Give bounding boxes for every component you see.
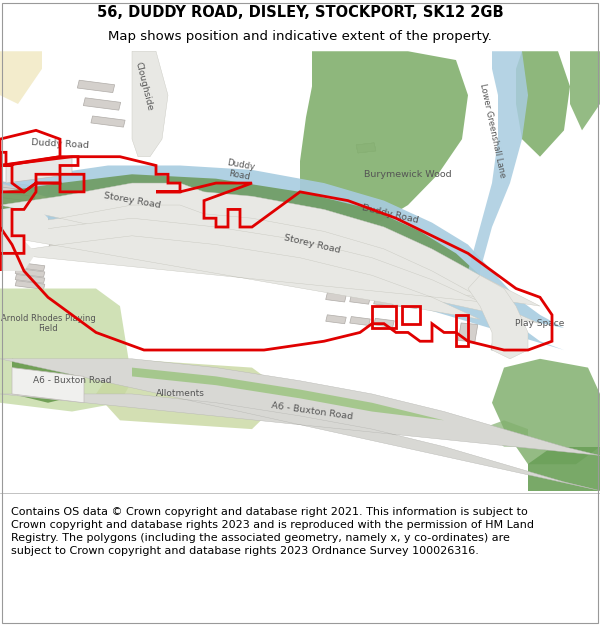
Bar: [224, 262, 248, 272]
Text: Play Space: Play Space: [515, 319, 565, 328]
Polygon shape: [528, 447, 600, 491]
Text: Contains OS data © Crown copyright and database right 2021. This information is : Contains OS data © Crown copyright and d…: [11, 507, 534, 556]
Bar: [48, 214, 72, 223]
Text: 56, DUDDY ROAD, DISLEY, STOCKPORT, SK12 2GB: 56, DUDDY ROAD, DISLEY, STOCKPORT, SK12 …: [97, 5, 503, 20]
Bar: [73, 190, 97, 200]
Bar: [2, 230, 34, 240]
Bar: [15, 274, 45, 283]
Polygon shape: [300, 51, 468, 236]
Bar: [149, 255, 173, 264]
Polygon shape: [12, 368, 84, 402]
Polygon shape: [570, 51, 600, 131]
Polygon shape: [0, 236, 36, 271]
Bar: [83, 98, 121, 110]
Text: Allotments: Allotments: [155, 389, 205, 399]
Bar: [2, 219, 34, 229]
Bar: [120, 221, 144, 231]
Bar: [174, 202, 198, 212]
Bar: [350, 295, 370, 304]
Bar: [356, 143, 376, 153]
Bar: [1, 182, 35, 193]
Bar: [144, 224, 168, 234]
Bar: [356, 143, 376, 153]
Bar: [73, 247, 97, 256]
Text: Storey Road: Storey Road: [283, 234, 341, 256]
Bar: [216, 232, 240, 241]
Bar: [72, 216, 96, 226]
Polygon shape: [0, 174, 480, 289]
Bar: [173, 189, 187, 204]
Bar: [15, 262, 45, 271]
Text: A6 - Buxton Road: A6 - Buxton Road: [271, 401, 353, 422]
Polygon shape: [132, 51, 168, 157]
Polygon shape: [12, 359, 84, 403]
Polygon shape: [0, 218, 480, 319]
Polygon shape: [0, 166, 564, 350]
Bar: [48, 187, 72, 197]
Bar: [174, 258, 198, 267]
Bar: [1, 203, 35, 214]
Bar: [124, 196, 148, 206]
Bar: [149, 199, 173, 209]
Bar: [224, 209, 248, 218]
Text: Lower Greenshall Lane: Lower Greenshall Lane: [478, 82, 506, 178]
Text: Duddy Road: Duddy Road: [31, 138, 89, 149]
Bar: [98, 193, 122, 203]
Bar: [15, 281, 45, 289]
Text: Duddy
Road: Duddy Road: [224, 158, 256, 182]
Bar: [173, 189, 187, 204]
Polygon shape: [0, 289, 132, 411]
Bar: [326, 292, 346, 302]
Bar: [199, 206, 223, 215]
Bar: [356, 143, 376, 153]
Bar: [356, 143, 376, 153]
Bar: [192, 229, 216, 239]
Bar: [77, 80, 115, 92]
Text: Burymewick Wood: Burymewick Wood: [364, 170, 452, 179]
Text: Arnold Rhodes Playing
Field: Arnold Rhodes Playing Field: [1, 314, 95, 333]
Bar: [91, 116, 125, 127]
Bar: [326, 315, 346, 324]
Bar: [2, 214, 34, 224]
Polygon shape: [6, 157, 72, 183]
Bar: [1, 192, 35, 204]
Polygon shape: [96, 359, 288, 429]
Polygon shape: [0, 51, 42, 104]
Bar: [374, 318, 394, 328]
Bar: [2, 209, 34, 219]
Bar: [124, 252, 148, 262]
Bar: [374, 297, 394, 306]
Bar: [173, 189, 187, 204]
Polygon shape: [0, 205, 48, 240]
Text: Storey Road: Storey Road: [103, 191, 161, 210]
Bar: [356, 143, 376, 153]
Bar: [398, 299, 418, 309]
Bar: [98, 249, 122, 259]
Bar: [48, 244, 72, 254]
Bar: [96, 219, 120, 228]
Bar: [199, 260, 223, 269]
Text: Cloughside: Cloughside: [134, 61, 154, 112]
Polygon shape: [468, 276, 528, 359]
Polygon shape: [468, 51, 528, 298]
Polygon shape: [492, 359, 600, 464]
Bar: [1, 198, 35, 209]
Polygon shape: [0, 183, 540, 324]
Bar: [168, 227, 192, 236]
Text: Map shows position and indicative extent of the property.: Map shows position and indicative extent…: [108, 31, 492, 43]
Bar: [15, 268, 45, 277]
Bar: [1, 208, 35, 219]
Bar: [458, 323, 478, 342]
Polygon shape: [480, 421, 528, 447]
Polygon shape: [516, 51, 570, 157]
Bar: [240, 234, 264, 244]
Bar: [1, 187, 35, 198]
Text: Duddy Road: Duddy Road: [361, 203, 419, 225]
Bar: [350, 316, 370, 326]
Bar: [2, 224, 34, 235]
Bar: [491, 332, 505, 351]
Polygon shape: [132, 368, 444, 421]
Polygon shape: [0, 359, 600, 491]
Text: A6 - Buxton Road: A6 - Buxton Road: [33, 376, 111, 385]
